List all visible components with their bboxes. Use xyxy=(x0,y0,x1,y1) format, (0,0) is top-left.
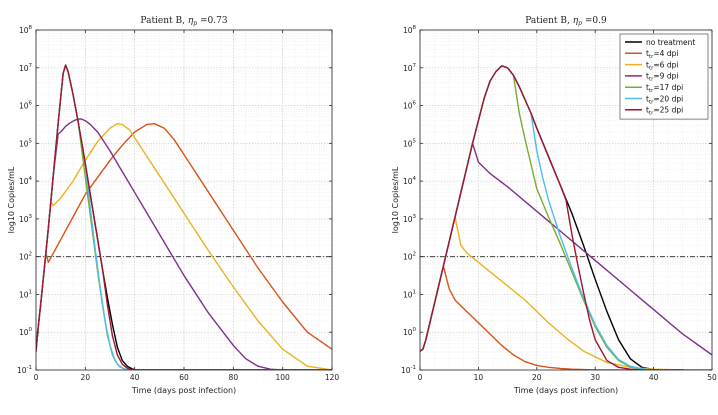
legend-text-rest: =17 dpi xyxy=(653,83,683,92)
legend-label: ttr=25 dpi xyxy=(646,106,683,117)
x-tick-label: 50 xyxy=(707,373,717,382)
x-tick-label: 20 xyxy=(81,373,91,382)
series-line xyxy=(36,64,332,370)
y-tick-exponent: 5 xyxy=(413,138,417,144)
y-axis-label: log10 Copies/mL xyxy=(391,166,400,233)
series-group xyxy=(36,64,332,370)
y-tick-label: 102 xyxy=(403,252,416,262)
legend-text-rest: =25 dpi xyxy=(653,106,683,115)
y-tick-exponent: 0 xyxy=(413,327,417,333)
legend-subscript: tr xyxy=(649,77,654,83)
y-tick-label: 106 xyxy=(403,101,417,111)
y-tick-exponent: 3 xyxy=(29,214,33,220)
title-value: =0.73 xyxy=(197,16,228,26)
y-tick-exponent: 6 xyxy=(29,101,33,107)
y-tick-label: 104 xyxy=(403,176,417,186)
legend-label: ttr=9 dpi xyxy=(646,72,678,83)
y-tick-exponent: 5 xyxy=(29,138,33,144)
y-tick-exponent: 7 xyxy=(29,63,33,69)
legend-label: ttr=17 dpi xyxy=(646,83,683,94)
y-tick-exponent: 2 xyxy=(29,252,33,258)
y-tick-label: 108 xyxy=(403,25,417,35)
y-tick-exponent: 4 xyxy=(29,176,33,182)
y-tick-exponent: 4 xyxy=(413,176,417,182)
y-tick-label: 102 xyxy=(19,252,32,262)
y-tick-label: 103 xyxy=(403,214,417,224)
y-tick-label: 108 xyxy=(19,25,33,35)
y-tick-exponent: 7 xyxy=(413,63,417,69)
chart-title: Patient B, ηp =0.9 xyxy=(525,16,607,27)
y-tick-exponent: 2 xyxy=(413,252,417,258)
title-value: =0.9 xyxy=(582,16,607,26)
y-tick-label: 106 xyxy=(19,101,33,111)
y-tick-label: 103 xyxy=(19,214,33,224)
legend-label: no treatment xyxy=(646,38,695,47)
y-tick-exponent: 3 xyxy=(413,214,417,220)
y-tick-label: 100 xyxy=(403,327,417,337)
y-tick-exponent: -1 xyxy=(411,365,416,371)
x-tick-label: 0 xyxy=(418,373,423,382)
y-tick-exponent: 8 xyxy=(413,25,417,31)
legend-subscript: tr xyxy=(649,111,654,117)
legend-subscript: tr xyxy=(649,88,654,94)
title-greek: η xyxy=(188,16,194,26)
legend-label: ttr=20 dpi xyxy=(646,94,683,105)
x-tick-label: 0 xyxy=(34,373,39,382)
legend-text-rest: =9 dpi xyxy=(653,72,678,81)
x-tick-label: 10 xyxy=(474,373,484,382)
y-tick-exponent: 8 xyxy=(29,25,33,31)
x-tick-label: 40 xyxy=(649,373,659,382)
legend-label: ttr=4 dpi xyxy=(646,49,678,60)
x-axis-label: Time (days post infection) xyxy=(513,386,618,395)
y-tick-label: 107 xyxy=(19,63,33,73)
title-subscript: p xyxy=(193,20,197,27)
y-tick-label: 104 xyxy=(19,176,33,186)
y-tick-label: 100 xyxy=(19,327,33,337)
x-tick-label: 20 xyxy=(532,373,542,382)
grid xyxy=(419,29,713,371)
legend-label: ttr=6 dpi xyxy=(646,60,678,71)
axes-box xyxy=(419,29,713,371)
x-tick-label: 100 xyxy=(276,373,291,382)
y-tick-exponent: 6 xyxy=(413,101,417,107)
legend-subscript: tr xyxy=(649,54,654,60)
y-tick-label: 10-1 xyxy=(401,365,416,375)
legend-subscript: tr xyxy=(649,65,654,71)
y-tick-label: 107 xyxy=(403,63,417,73)
y-tick-label: 105 xyxy=(19,138,33,148)
y-tick-label: 10-1 xyxy=(17,365,32,375)
x-tick-label: 40 xyxy=(130,373,140,382)
legend-subscript: tr xyxy=(649,99,654,105)
x-tick-label: 80 xyxy=(229,373,239,382)
title-subscript: p xyxy=(578,20,582,27)
legend-text-rest: =4 dpi xyxy=(653,49,678,58)
y-axis-label: log10 Copies/mL xyxy=(7,166,16,233)
y-tick-exponent: 1 xyxy=(29,289,33,295)
right-chart: 0 10 20 30 40 5010-11001011021031041051061071… xyxy=(391,16,717,395)
series-line xyxy=(420,65,684,370)
y-tick-exponent: 1 xyxy=(413,289,417,295)
chart-title: Patient B, ηp =0.73 xyxy=(140,16,227,27)
y-tick-label: 101 xyxy=(19,289,32,299)
x-axis-label: Time (days post infection) xyxy=(131,386,236,395)
y-tick-label: 101 xyxy=(403,289,416,299)
left-chart: 0 20 40 60 80 100 12010-1100101102103104105106… xyxy=(7,16,339,395)
title-greek: η xyxy=(573,16,579,26)
legend-text-rest: =6 dpi xyxy=(653,60,678,69)
y-tick-exponent: 0 xyxy=(29,327,33,333)
x-axis: 0 20 40 60 80 100 120 xyxy=(34,30,340,382)
x-tick-label: 30 xyxy=(590,373,600,382)
series-group xyxy=(420,65,712,370)
x-tick-label: 60 xyxy=(179,373,189,382)
x-axis: 0 10 20 30 40 50 xyxy=(418,30,717,382)
y-tick-exponent: -1 xyxy=(27,365,32,371)
x-tick-label: 120 xyxy=(325,373,340,382)
legend-text-rest: =20 dpi xyxy=(653,94,683,103)
y-tick-label: 105 xyxy=(403,138,417,148)
